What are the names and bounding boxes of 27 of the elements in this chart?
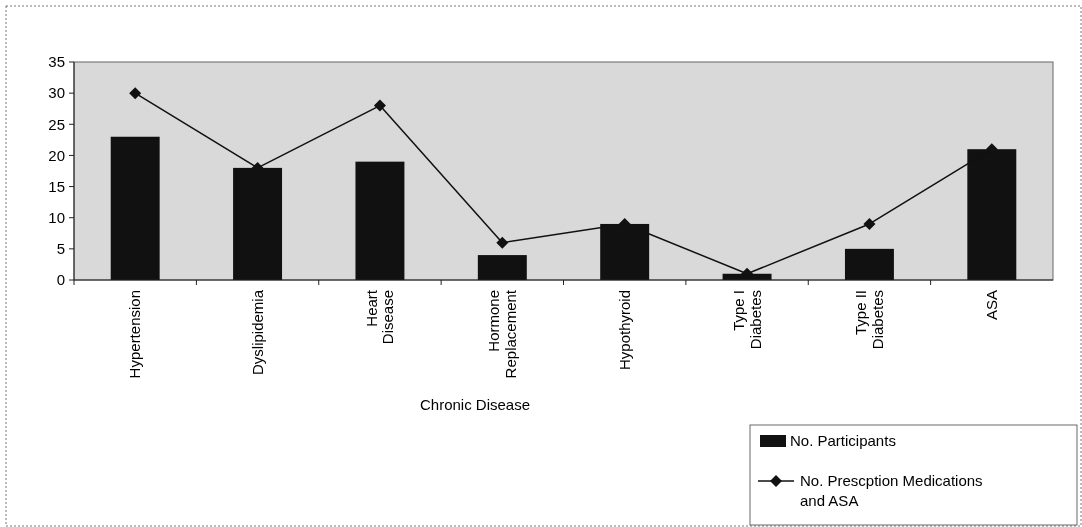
point: [496, 236, 509, 249]
x-axis-title: Chronic Disease: [419, 396, 531, 413]
y-tick-label: 30: [48, 84, 65, 102]
y-tick-label: 0: [56, 271, 65, 289]
point: [129, 87, 142, 100]
x-tick-label: Type I Diabetes: [730, 290, 764, 350]
y-tick-label: 10: [48, 208, 65, 226]
bar: [355, 161, 405, 280]
point: [373, 99, 386, 112]
point: [863, 217, 876, 230]
x-tick-label: ASA: [983, 290, 1001, 321]
y-tick-label: 15: [48, 177, 65, 195]
y-tick-label: 20: [48, 146, 65, 164]
x-tick-label: Hypothyroid: [615, 290, 633, 371]
y-tick-label: 35: [48, 53, 65, 71]
x-tick-label: Type II Diabetes: [852, 290, 886, 350]
x-tick-label: Dyslipidemia: [248, 289, 266, 376]
x-tick-label: Hormone Replacement: [485, 289, 519, 379]
y-tick-label: 25: [48, 115, 65, 133]
x-tick-label: Heart Disease: [362, 289, 397, 345]
y-tick-label: 5: [56, 240, 65, 258]
legend-label: No. Participants: [790, 432, 896, 450]
bar: [844, 248, 894, 280]
x-tick-label: Hypertension: [126, 290, 144, 379]
legend-label: No. Prescption Medications and ASA: [800, 472, 983, 509]
bar: [477, 255, 527, 280]
bar: [110, 136, 160, 280]
